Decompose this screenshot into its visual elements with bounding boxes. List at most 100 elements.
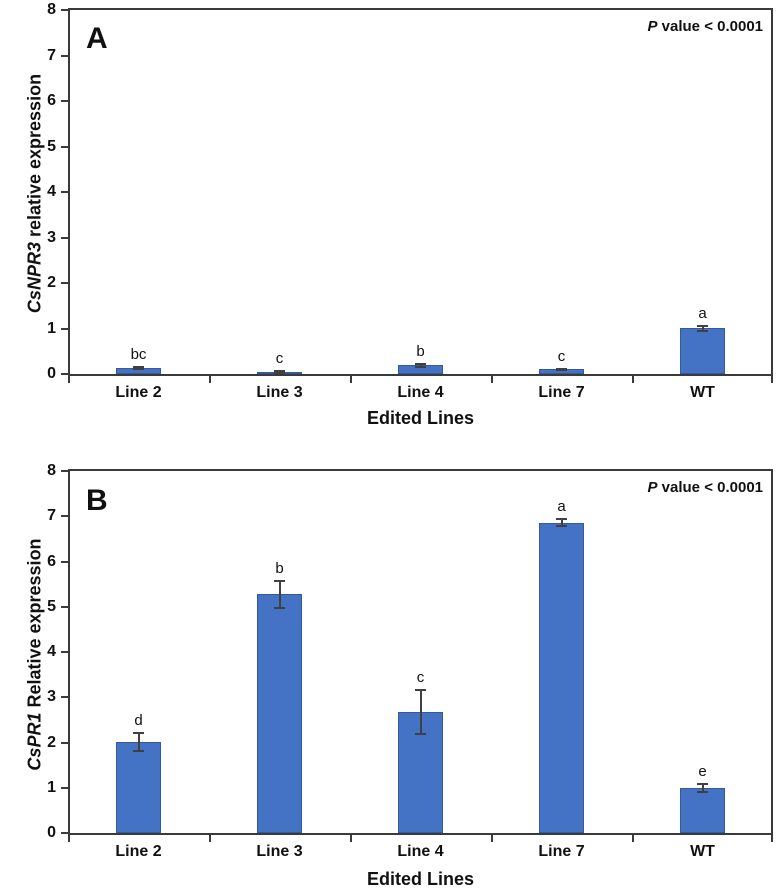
significance-letter: b	[275, 559, 284, 577]
pvalue-p-symbol: P	[647, 479, 658, 496]
significance-letter: e	[698, 762, 707, 780]
y-axis-tick	[61, 54, 68, 57]
error-bar	[137, 366, 140, 370]
error-bar-cap	[133, 749, 144, 752]
bar-line-2	[116, 742, 161, 833]
error-bar-cap	[415, 362, 426, 365]
y-axis-tick-label: 6	[47, 552, 56, 570]
x-axis-title-b: Edited Lines	[366, 869, 474, 889]
y-axis-tick	[61, 9, 68, 11]
x-axis-tick	[632, 835, 634, 842]
y-axis-tick	[61, 236, 68, 239]
y-axis-tick-label: 2	[47, 733, 56, 751]
category-label-line-4: Line 4	[397, 384, 444, 401]
y-axis-tick	[61, 786, 68, 789]
y-axis-tick-label: 6	[47, 92, 56, 109]
error-bar	[278, 580, 281, 608]
y-axis-tick	[61, 145, 68, 148]
y-axis-tick-label: 1	[47, 778, 56, 796]
bar-wt	[680, 788, 725, 833]
y-axis-tick	[61, 191, 68, 193]
x-axis-tick	[68, 376, 70, 383]
y-axis-tick-label: 0	[47, 824, 56, 841]
y-axis-tick	[61, 282, 68, 284]
significance-letter: a	[557, 497, 566, 515]
y-axis-tick	[61, 100, 68, 102]
x-axis-tick	[491, 835, 493, 842]
x-axis-tick	[350, 835, 352, 842]
y-axis-tick-label: 4	[47, 643, 56, 660]
category-label-line-3: Line 3	[256, 384, 303, 401]
error-bar-cap	[274, 606, 285, 609]
error-bar-cap	[556, 517, 567, 520]
error-bar-cap	[274, 579, 285, 582]
error-bar-cap	[556, 369, 567, 372]
plot-area-a	[68, 8, 773, 376]
x-axis-tick	[350, 376, 352, 383]
y-axis-tick-label: 4	[47, 183, 56, 200]
significance-letter: c	[275, 349, 284, 367]
error-bar-cap	[556, 367, 567, 370]
pvalue-annotation-b: P value < 0.0001	[647, 479, 763, 496]
category-label-line-2: Line 2	[115, 384, 162, 401]
x-axis-tick	[68, 835, 70, 842]
y-axis-tick-label: 1	[47, 319, 56, 337]
pvalue-text: value < 0.0001	[657, 18, 763, 35]
error-bar-cap	[133, 731, 144, 734]
error-bar	[137, 732, 140, 751]
chart-panel-b: B P value < 0.0001 CsPR1 Relative expres…	[0, 446, 779, 893]
y-axis-tick	[61, 515, 68, 518]
category-label-wt: WT	[690, 384, 715, 401]
category-label-line-4: Line 4	[397, 843, 444, 860]
x-axis-tick	[491, 376, 493, 383]
category-label-line-7: Line 7	[538, 843, 585, 860]
error-bar	[701, 783, 704, 792]
pvalue-text: value < 0.0001	[657, 479, 763, 496]
y-axis-tick	[61, 327, 68, 330]
error-bar-cap	[133, 365, 144, 368]
chart-panel-a: A P value < 0.0001 CsNPR3 relative expre…	[0, 0, 779, 446]
error-bar-cap	[697, 324, 708, 327]
error-bar-cap	[274, 369, 285, 372]
y-axis-tick	[61, 560, 68, 563]
bar-line-3	[257, 594, 302, 833]
y-axis-tick-label: 7	[47, 46, 56, 64]
y-axis-tick-label: 8	[47, 462, 56, 479]
error-bar-cap	[697, 790, 708, 793]
significance-letter: a	[698, 304, 707, 322]
error-bar-cap	[133, 368, 144, 371]
error-bar-cap	[556, 525, 567, 528]
x-axis-tick	[771, 835, 773, 842]
panel-label-a: A	[86, 22, 108, 55]
category-label-line-7: Line 7	[538, 384, 585, 401]
pvalue-p-symbol: P	[647, 18, 658, 35]
error-bar	[419, 690, 422, 734]
category-label-line-3: Line 3	[256, 843, 303, 860]
error-bar-cap	[697, 330, 708, 333]
y-axis-tick-label: 8	[47, 1, 56, 18]
pvalue-annotation-a: P value < 0.0001	[647, 18, 763, 35]
y-axis-tick-label: 0	[47, 365, 56, 382]
error-bar-cap	[415, 732, 426, 735]
error-bar-cap	[415, 365, 426, 368]
x-axis-tick	[209, 376, 211, 383]
significance-letter: c	[416, 669, 425, 687]
y-axis-tick	[61, 373, 68, 375]
error-bar	[560, 518, 563, 527]
x-axis-tick	[771, 376, 773, 383]
category-label-wt: WT	[690, 843, 715, 860]
error-bar-cap	[274, 371, 285, 374]
y-axis-tick	[61, 741, 68, 744]
x-axis-tick	[632, 376, 634, 383]
y-axis-tick	[61, 651, 68, 653]
y-axis-tick	[61, 696, 68, 699]
category-label-line-2: Line 2	[115, 843, 162, 860]
x-axis-tick	[209, 835, 211, 842]
error-bar	[419, 363, 422, 367]
y-axis-tick-label: 3	[47, 228, 56, 246]
y-axis-tick-label: 5	[47, 137, 56, 155]
y-axis-tick	[61, 605, 68, 608]
bar-line-7	[539, 523, 584, 833]
y-axis-tick-label: 7	[47, 507, 56, 525]
